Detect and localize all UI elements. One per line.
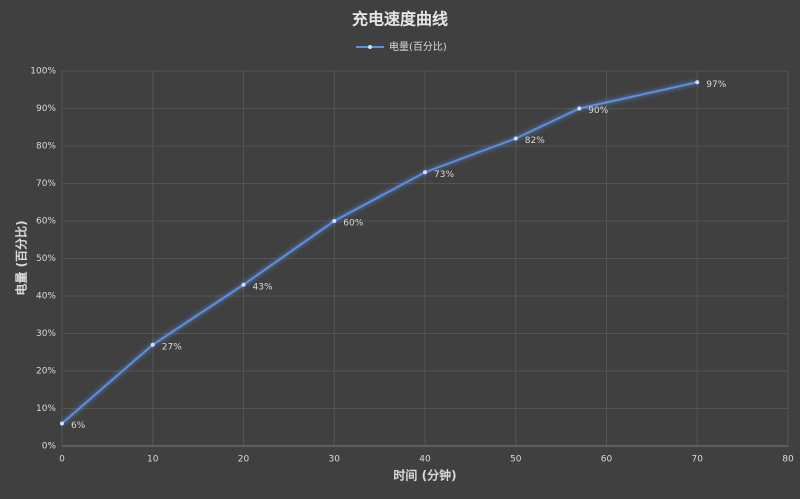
x-axis-label: 时间 (分钟)	[393, 468, 456, 483]
y-tick-label: 20%	[36, 367, 56, 377]
x-tick-label: 0	[59, 455, 65, 465]
data-point	[577, 106, 582, 111]
data-label: 82%	[525, 136, 545, 146]
y-tick-label: 100%	[30, 67, 56, 77]
data-point	[332, 219, 337, 223]
y-tick-label: 50%	[36, 254, 56, 264]
x-tick-label: 30	[329, 455, 341, 465]
x-tick-label: 20	[238, 455, 250, 465]
data-point	[241, 282, 246, 287]
y-tick-label: 70%	[36, 179, 56, 189]
data-point	[695, 80, 700, 85]
data-point	[60, 421, 64, 426]
y-tick-label: 60%	[36, 217, 56, 227]
y-axis-label: 电量 (百分比)	[14, 220, 29, 295]
x-tick-label: 60	[601, 455, 613, 465]
data-point	[513, 136, 518, 141]
data-point	[423, 170, 427, 175]
x-tick-label: 70	[692, 455, 704, 465]
x-tick-label: 50	[510, 455, 522, 465]
y-tick-label: 30%	[36, 329, 56, 339]
chart-title: 充电速度曲线	[352, 10, 448, 29]
legend-label: 电量(百分比)	[389, 40, 447, 53]
y-tick-label: 10%	[36, 404, 56, 414]
data-label: 27%	[162, 342, 182, 352]
data-label: 60%	[343, 219, 363, 229]
data-point	[150, 342, 155, 347]
data-label: 43%	[253, 282, 273, 292]
y-tick-label: 80%	[36, 142, 56, 152]
data-label: 97%	[706, 80, 726, 90]
y-tick-label: 40%	[36, 292, 56, 302]
data-label: 6%	[71, 421, 86, 431]
x-tick-label: 10	[147, 455, 159, 465]
x-tick-label: 80	[782, 455, 794, 465]
series-line	[61, 81, 698, 425]
data-label: 90%	[588, 106, 608, 116]
y-tick-label: 0%	[42, 442, 57, 452]
data-label: 73%	[434, 170, 454, 180]
x-tick-label: 40	[419, 455, 431, 465]
legend-marker	[368, 45, 372, 49]
y-tick-label: 90%	[36, 104, 56, 114]
